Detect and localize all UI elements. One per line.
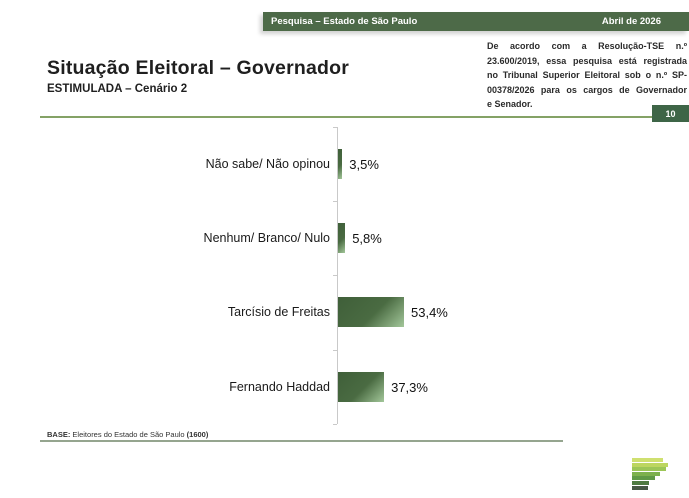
header-date: Abril de 2026 bbox=[601, 16, 661, 27]
page-title: Situação Eleitoral – Governador bbox=[47, 57, 350, 79]
page-number-badge: 10 bbox=[652, 105, 689, 122]
axis-tick bbox=[333, 350, 337, 351]
disclaimer-line: e Senador. bbox=[487, 99, 533, 110]
bar-value-label: 3,5% bbox=[349, 156, 379, 172]
disclaimer-line: no Tribunal Superior Eleitoral sob o n.º… bbox=[487, 70, 687, 81]
category-label: Fernando Haddad bbox=[229, 380, 330, 394]
chart-axis bbox=[337, 127, 338, 424]
bar-value-label: 37,3% bbox=[391, 379, 428, 395]
header-title: Pesquisa – Estado de São Paulo bbox=[271, 16, 418, 27]
chart-row: Não sabe/ Não opinou 3,5% bbox=[0, 127, 689, 201]
base-note: BASE: Eleitores do Estado de São Paulo (… bbox=[47, 430, 208, 439]
bar bbox=[338, 372, 385, 402]
logo-bar bbox=[632, 462, 668, 467]
category-label: Não sabe/ Não opinou bbox=[205, 157, 330, 171]
bar bbox=[338, 223, 346, 253]
axis-tick bbox=[333, 127, 337, 128]
bar bbox=[338, 149, 343, 179]
bar-chart-logo bbox=[632, 458, 668, 490]
base-label: BASE: bbox=[47, 430, 71, 439]
disclaimer-text: De acordo com a Resolução-TSE n.º 23.600/… bbox=[487, 39, 687, 112]
base-count: (1600) bbox=[186, 430, 209, 439]
axis-tick bbox=[333, 201, 337, 202]
disclaimer-line: 00378/2026 para os cargos de Governador bbox=[487, 84, 687, 95]
disclaimer-line: De acordo com a Resolução-TSE n.º bbox=[487, 41, 687, 51]
axis-tick bbox=[333, 424, 337, 425]
base-text: Eleitores do Estado de São Paulo bbox=[70, 430, 187, 439]
logo-bar bbox=[632, 476, 655, 481]
chart-row: Fernando Haddad 37,3% bbox=[0, 350, 689, 424]
bar bbox=[338, 297, 404, 327]
category-label: Nenhum/ Branco/ Nulo bbox=[203, 231, 330, 245]
logo-bar bbox=[632, 467, 666, 472]
header-bar: Pesquisa – Estado de São Paulo Abril de … bbox=[263, 12, 689, 31]
footer-divider bbox=[40, 440, 563, 442]
title-divider bbox=[40, 116, 689, 118]
bar-value-label: 53,4% bbox=[411, 304, 448, 320]
logo-bar bbox=[632, 480, 649, 485]
chart-row: Tarcísio de Freitas 53,4% bbox=[0, 275, 689, 349]
logo-bar bbox=[632, 485, 648, 490]
page-subtitle: ESTIMULADA – Cenário 2 bbox=[47, 83, 188, 95]
category-label: Tarcísio de Freitas bbox=[227, 305, 330, 319]
bar-value-label: 5,8% bbox=[352, 230, 382, 246]
chart-row: Nenhum/ Branco/ Nulo 5,8% bbox=[0, 201, 689, 275]
logo-bar bbox=[632, 458, 663, 462]
disclaimer-line: 23.600/2019, essa pesquisa está registra… bbox=[487, 55, 687, 66]
logo-bar bbox=[632, 471, 660, 476]
axis-tick bbox=[333, 275, 337, 276]
